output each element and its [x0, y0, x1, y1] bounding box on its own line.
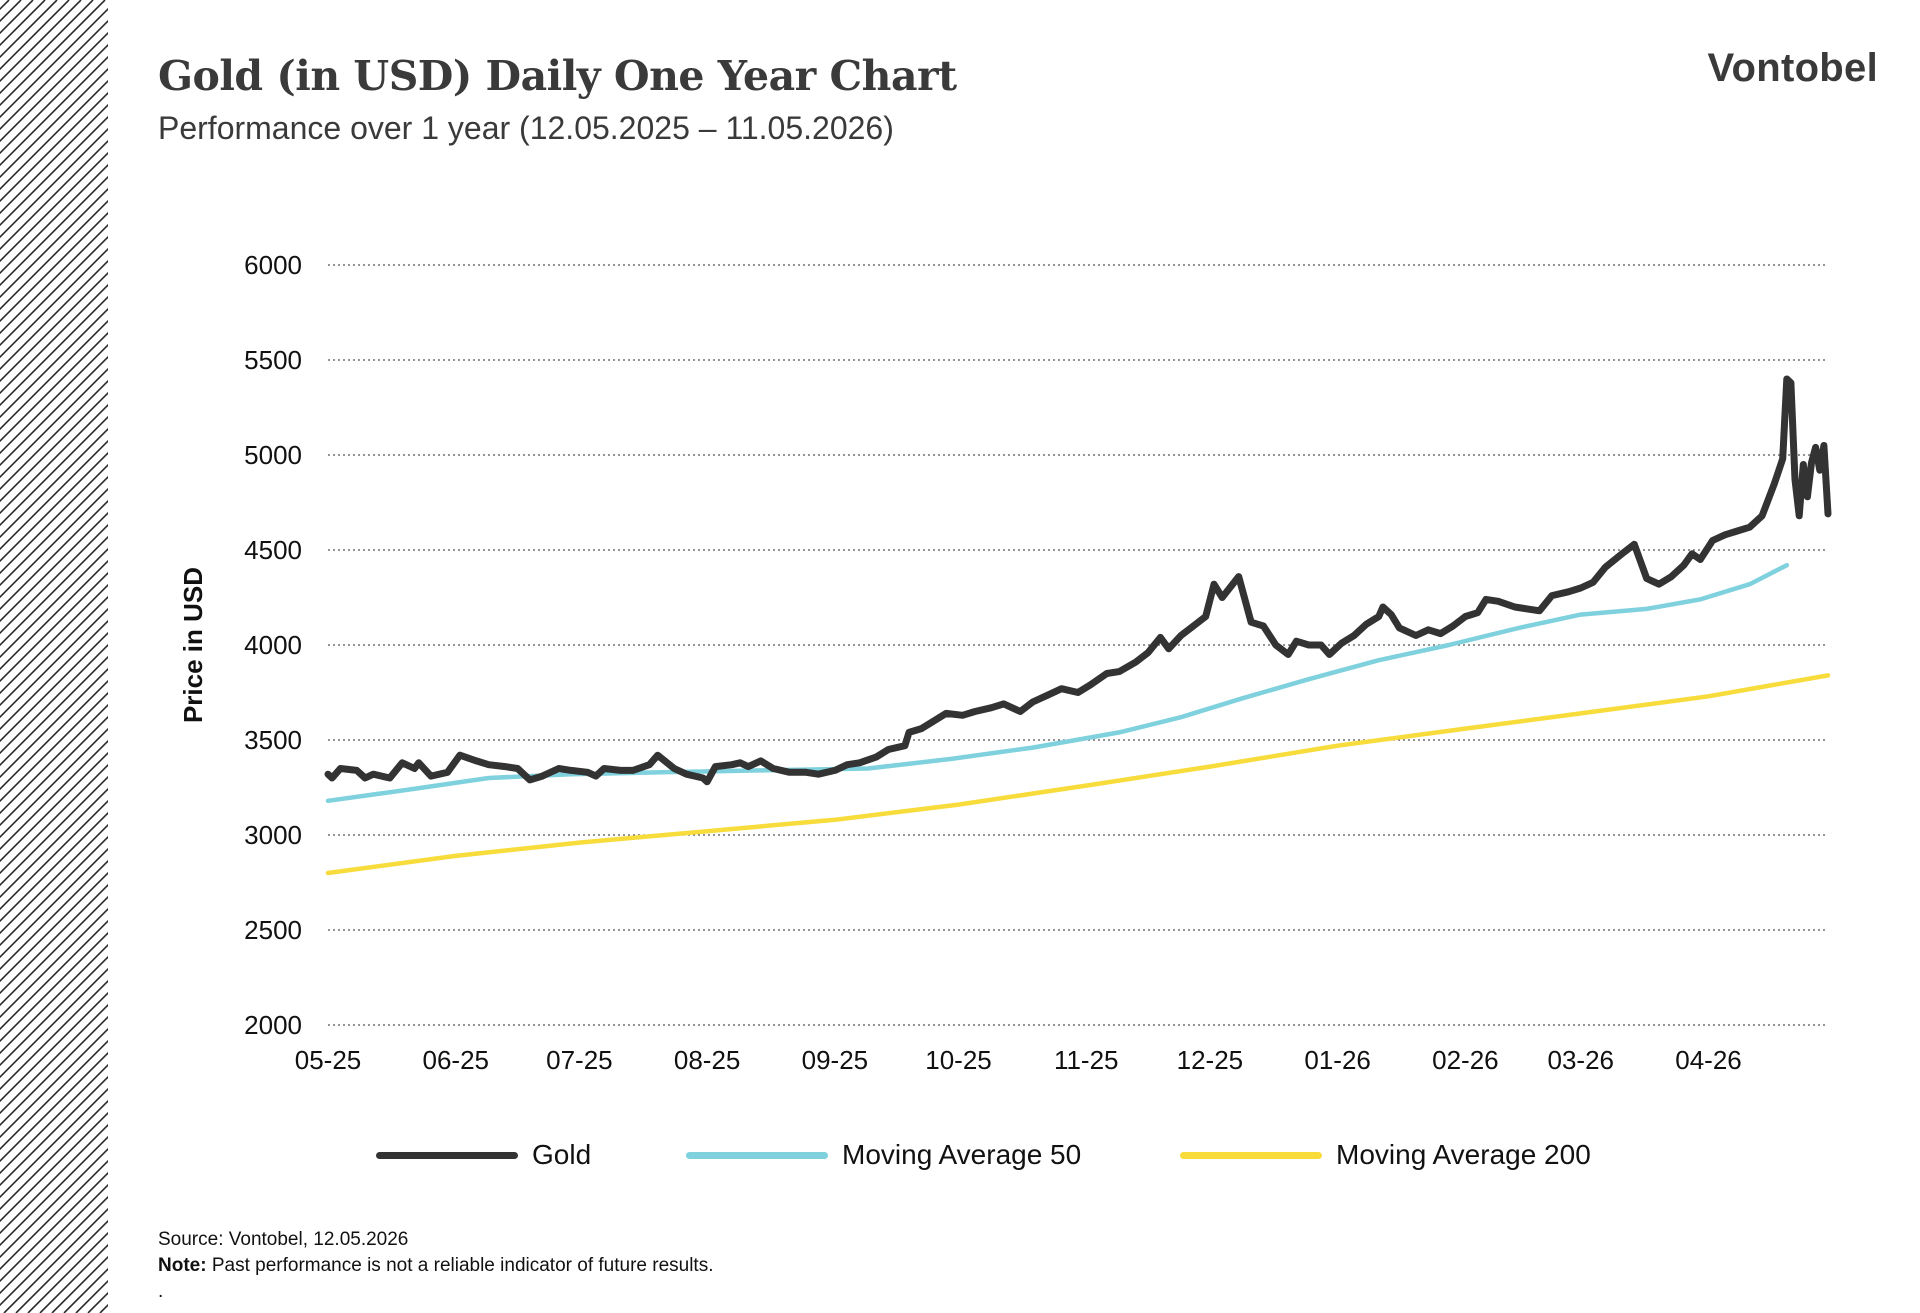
ma200-line [325, 673, 1831, 876]
legend-label-ma50: Moving Average 50 [842, 1139, 1082, 1170]
chart-footer: Source: Vontobel, 12.05.2026 Note: Past … [158, 1227, 713, 1305]
chart-subtitle: Performance over 1 year (12.05.2025 – 11… [158, 110, 894, 146]
legend-swatch-ma200 [1180, 1151, 1322, 1159]
hatch-stripe [0, 631, 108, 743]
x-tick-label: 10-25 [925, 1045, 992, 1075]
hatch-stripe [0, 1087, 108, 1199]
y-tick-label: 6000 [244, 250, 302, 280]
legend-label-ma200: Moving Average 200 [1336, 1139, 1591, 1170]
hatched-margin-decoration [0, 0, 108, 1313]
hatch-stripe [0, 571, 108, 683]
hatch-stripe [0, 1027, 108, 1139]
hatch-stripe [0, 643, 108, 755]
x-tick-label: 05-25 [295, 1045, 362, 1075]
hatch-stripe [0, 1051, 108, 1163]
hatch-stripe [0, 547, 108, 659]
hatch-stripe [0, 187, 108, 299]
y-tick-label: 2000 [244, 1010, 302, 1040]
hatch-stripe [0, 211, 108, 323]
x-tick-label: 06-25 [422, 1045, 489, 1075]
chart-title: Gold (in USD) Daily One Year Chart [158, 52, 957, 100]
legend-item-gold: Gold [376, 1135, 591, 1175]
x-tick-label: 12-25 [1177, 1045, 1244, 1075]
hatch-stripe [0, 199, 108, 311]
y-tick-label: 3000 [244, 820, 302, 850]
hatch-stripe [0, 583, 108, 695]
chart-legend: Gold Moving Average 50 Moving Average 20… [0, 1135, 1920, 1175]
hatch-stripe [0, 619, 108, 731]
hatch-stripe [0, 1003, 108, 1115]
y-axis-label: Price in USD [178, 567, 208, 723]
trailing-dot: . [158, 1281, 164, 1302]
hatch-stripe [0, 991, 108, 1103]
vontobel-logo: Vontobel [1707, 46, 1878, 90]
note-label: Note: [158, 1255, 207, 1276]
hatch-stripe [0, 151, 108, 263]
hatch-stripe [0, 115, 108, 227]
legend-item-ma200: Moving Average 200 [1180, 1135, 1591, 1175]
legend-item-ma50: Moving Average 50 [686, 1135, 1081, 1175]
legend-label-gold: Gold [532, 1139, 592, 1170]
y-tick-label: 4000 [244, 630, 302, 660]
x-tick-label: 02-26 [1432, 1045, 1499, 1075]
legend-swatch-gold [376, 1151, 518, 1159]
hatch-stripe [0, 595, 108, 707]
x-tick-label: 03-26 [1547, 1045, 1614, 1075]
x-tick-label: 11-25 [1054, 1045, 1119, 1075]
hatch-stripe [0, 139, 108, 251]
x-tick-label: 08-25 [674, 1045, 741, 1075]
hatch-stripe [0, 1075, 108, 1187]
y-tick-label: 3500 [244, 725, 302, 755]
y-tick-label: 2500 [244, 915, 302, 945]
gold-line [324, 375, 1832, 786]
hatch-stripe [0, 607, 108, 719]
hatch-stripe [0, 1039, 108, 1151]
hatch-stripe [0, 1063, 108, 1175]
x-tick-label: 01-26 [1304, 1045, 1371, 1075]
hatch-stripe [0, 175, 108, 287]
ma50-line [325, 562, 1790, 804]
legend-swatch-ma50 [686, 1151, 828, 1159]
y-tick-label: 4500 [244, 535, 302, 565]
hatch-stripe [0, 127, 108, 239]
x-tick-label: 09-25 [802, 1045, 869, 1075]
hatch-stripe [0, 163, 108, 275]
x-tick-label: 07-25 [546, 1045, 613, 1075]
y-tick-label: 5500 [244, 345, 302, 375]
y-tick-label: 5000 [244, 440, 302, 470]
note-line: Note: Past performance is not a reliable… [158, 1253, 713, 1279]
hatch-stripe [0, 1015, 108, 1127]
note-text: Past performance is not a reliable indic… [206, 1255, 714, 1276]
hatch-stripe [0, 559, 108, 671]
x-tick-label: 04-26 [1675, 1045, 1742, 1075]
source-line: Source: Vontobel, 12.05.2026 [158, 1229, 409, 1250]
